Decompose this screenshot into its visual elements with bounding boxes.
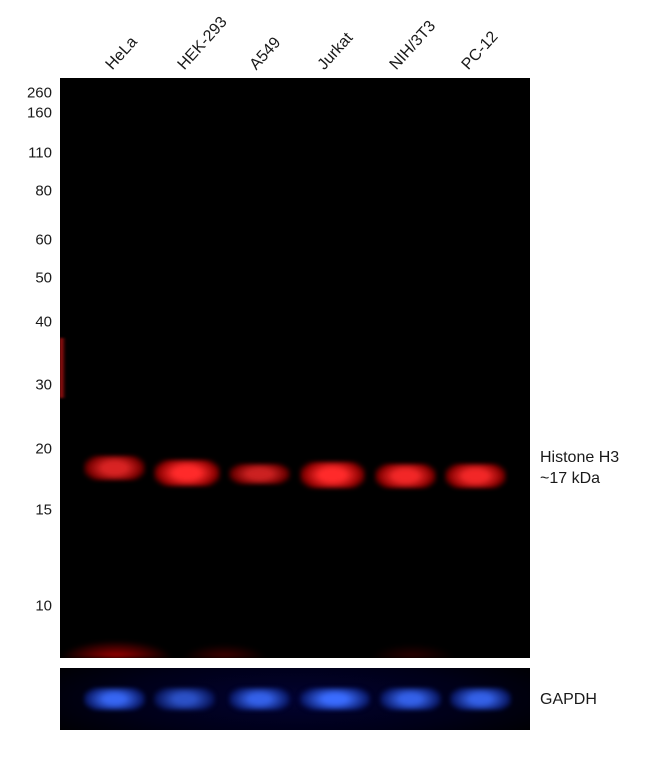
gapdh-band (154, 688, 215, 710)
mw-marker-label: 110 (28, 145, 52, 162)
lane-label: PC-12 (458, 28, 502, 74)
mw-marker-label: 60 (35, 232, 52, 249)
histone-h3-band (445, 464, 506, 488)
lane-label: A549 (247, 34, 285, 74)
molecular-weight-ladder: 260 160 110 80 60 50 40 30 20 15 10 (0, 78, 56, 658)
mw-marker-label: 40 (35, 313, 52, 330)
artifact-red-edge (60, 338, 66, 398)
lane-label: Jurkat (314, 30, 357, 74)
histone-h3-band-row (60, 456, 530, 496)
target-name: Histone H3 (540, 448, 619, 469)
histone-h3-band (300, 462, 366, 488)
gapdh-band (380, 688, 441, 710)
histone-h3-band (84, 456, 145, 480)
mw-marker-label: 50 (35, 270, 52, 287)
western-blot-figure: HeLa HEK-293 A549 Jurkat NIH/3T3 PC-12 260 160… (0, 0, 650, 775)
target-protein-label: Histone H3 ~17 kDa (540, 448, 619, 490)
gapdh-band (450, 688, 511, 710)
target-molecular-weight: ~17 kDa (540, 469, 619, 490)
main-blot-panel (60, 78, 530, 658)
mw-marker-label: 160 (27, 104, 52, 121)
gapdh-loading-control-panel (60, 668, 530, 730)
loading-control-label: GAPDH (540, 690, 597, 711)
mw-marker-label: 80 (35, 183, 52, 200)
mw-marker-label: 30 (35, 377, 52, 394)
artifact-bottom-glow (60, 618, 530, 658)
mw-marker-label: 260 (27, 84, 52, 101)
lane-label: HEK-293 (175, 14, 232, 74)
lane-labels-row: HeLa HEK-293 A549 Jurkat NIH/3T3 PC-12 (80, 14, 530, 74)
gapdh-band (84, 688, 145, 710)
lane-label: HeLa (103, 34, 142, 74)
mw-marker-label: 15 (35, 502, 52, 519)
gapdh-band (229, 688, 290, 710)
mw-marker-label: 20 (35, 441, 52, 458)
gapdh-band (300, 688, 371, 710)
histone-h3-band (154, 460, 220, 486)
histone-h3-band (229, 464, 290, 484)
loading-control-name: GAPDH (540, 691, 597, 708)
mw-marker-label: 10 (35, 597, 52, 614)
lane-label: NIH/3T3 (386, 18, 439, 74)
histone-h3-band (375, 464, 436, 488)
